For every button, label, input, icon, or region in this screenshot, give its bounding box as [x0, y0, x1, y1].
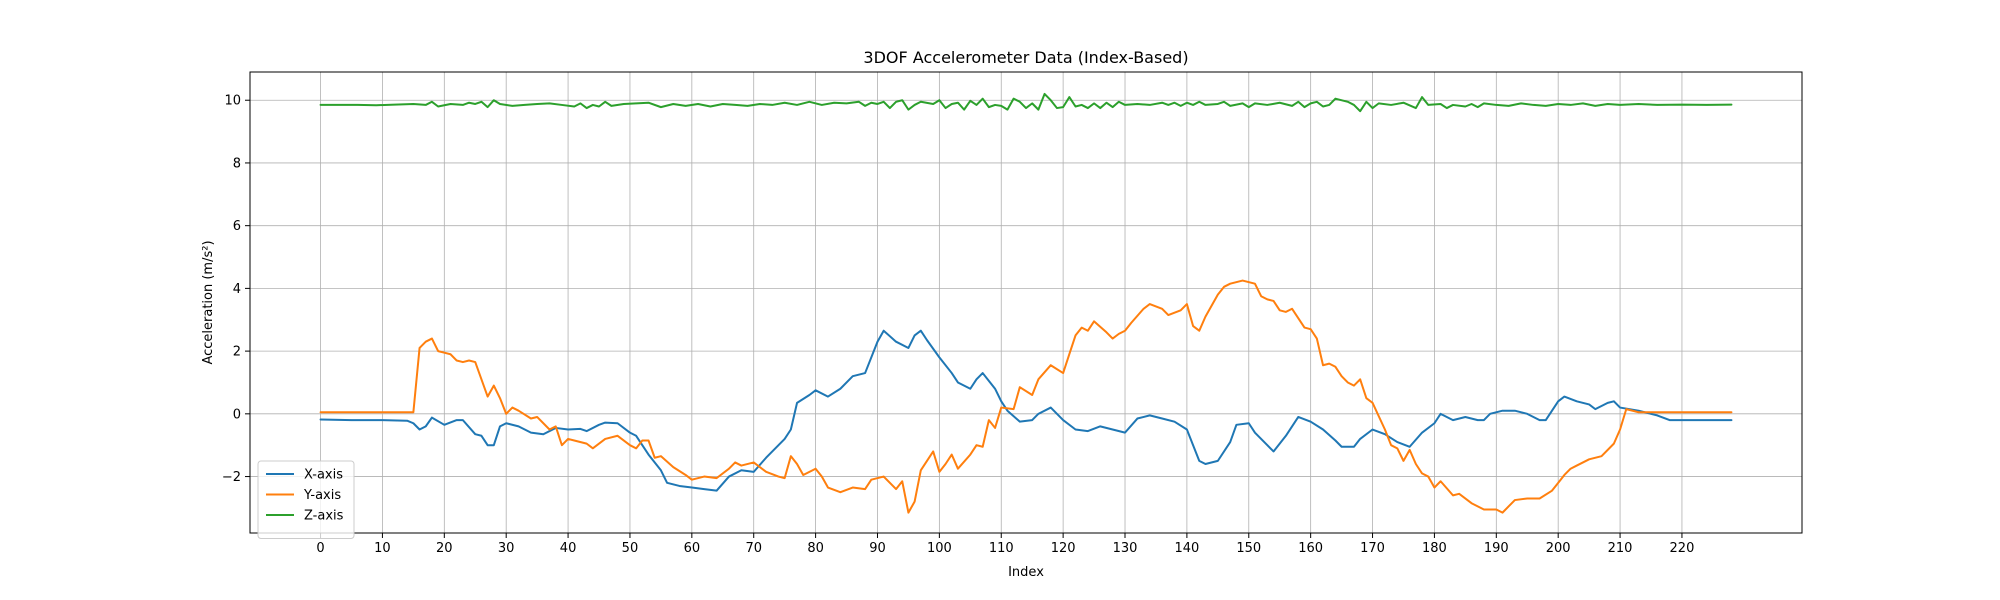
y-tick-label: 10	[224, 94, 241, 109]
y-axis-label: Acceleration (m/s²)	[201, 240, 216, 364]
x-tick-label: 220	[1670, 541, 1695, 556]
x-tick-label: 40	[560, 541, 577, 556]
y-tick-label: 4	[233, 282, 241, 297]
y-axis-ticks: −2 0 2 4 6 8 10	[222, 94, 250, 485]
chart-legend: X-axis Y-axis Z-axis	[257, 460, 355, 539]
chart-title: 3DOF Accelerometer Data (Index-Based)	[863, 48, 1188, 67]
x-tick-label: 70	[745, 541, 762, 556]
y-tick-label: 2	[233, 345, 241, 360]
x-tick-label: 0	[316, 541, 324, 556]
x-tick-label: 30	[498, 541, 515, 556]
y-tick-label: −2	[222, 470, 241, 485]
legend-label: Y-axis	[303, 488, 341, 503]
grid	[250, 72, 1802, 533]
x-tick-label: 60	[684, 541, 701, 556]
legend-label: Z-axis	[304, 509, 344, 524]
y-tick-label: 6	[233, 219, 241, 234]
x-tick-label: 20	[436, 541, 453, 556]
x-tick-label: 10	[374, 541, 391, 556]
x-tick-label: 110	[989, 541, 1014, 556]
x-tick-label: 100	[927, 541, 952, 556]
x-tick-label: 50	[622, 541, 639, 556]
x-axis-label: Index	[1008, 565, 1044, 580]
x-tick-label: 170	[1360, 541, 1385, 556]
plot-lines	[319, 92, 1733, 514]
x-tick-label: 150	[1236, 541, 1261, 556]
x-tick-label: 120	[1051, 541, 1076, 556]
series-line-x-axis	[319, 329, 1733, 492]
y-tick-label: 8	[233, 156, 241, 171]
x-tick-label: 90	[869, 541, 886, 556]
x-tick-label: 130	[1113, 541, 1138, 556]
x-tick-label: 180	[1422, 541, 1447, 556]
plot-area-frame	[249, 71, 1803, 534]
series-line-z-axis	[319, 92, 1733, 113]
series-line-y-axis	[319, 279, 1733, 514]
y-tick-label: 0	[233, 407, 241, 422]
x-tick-label: 190	[1484, 541, 1509, 556]
x-tick-label: 140	[1174, 541, 1199, 556]
legend-box	[257, 460, 355, 539]
x-tick-label: 210	[1608, 541, 1633, 556]
legend-label: X-axis	[304, 468, 343, 483]
x-axis-ticks: 0 10 20 30 40 50 60 70 80 90 100 110 120 130 140 150 160…	[316, 533, 1694, 556]
x-tick-label: 200	[1546, 541, 1571, 556]
x-tick-label: 80	[807, 541, 824, 556]
x-tick-label: 160	[1298, 541, 1323, 556]
